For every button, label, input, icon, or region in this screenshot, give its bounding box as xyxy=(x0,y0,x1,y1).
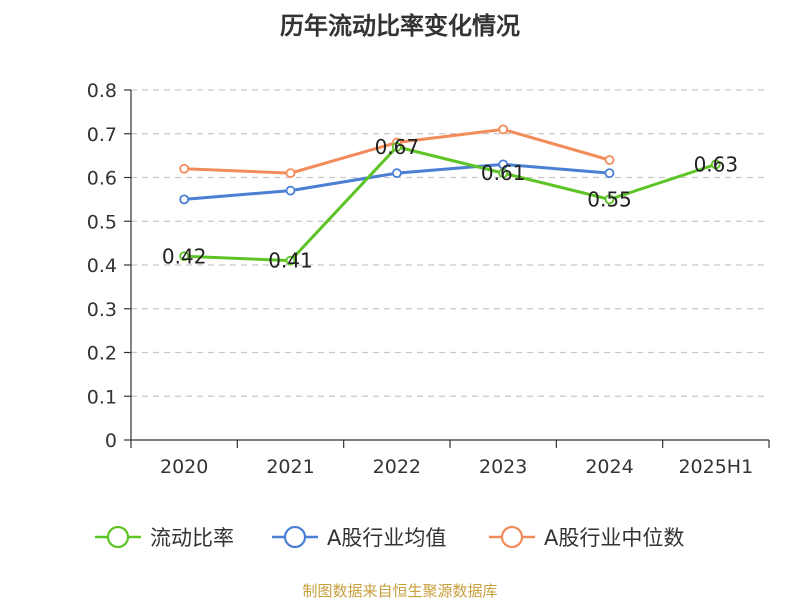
y-tick-label: 0.3 xyxy=(87,299,117,321)
x-tick-label: 2021 xyxy=(266,456,314,478)
legend: 流动比率 A股行业均值 A股行业中位数 xyxy=(95,525,684,550)
x-tick-label: 2020 xyxy=(160,456,208,478)
data-point xyxy=(179,194,190,205)
y-tick-label: 0.6 xyxy=(87,168,117,190)
y-tick-label: 0.8 xyxy=(87,80,117,102)
data-point xyxy=(285,168,296,179)
series-line xyxy=(184,145,717,263)
data-label: 0.63 xyxy=(694,152,739,176)
y-tick-label: 0.2 xyxy=(87,343,117,365)
y-tick-label: 0.1 xyxy=(87,386,117,408)
legend-marker xyxy=(500,525,524,549)
series-group xyxy=(179,124,721,266)
data-point xyxy=(604,155,615,165)
data-point xyxy=(179,163,190,174)
legend-label: 流动比率 xyxy=(150,526,234,550)
legend-marker xyxy=(106,525,130,549)
data-label: 0.61 xyxy=(481,161,526,185)
y-tick-label: 0.4 xyxy=(87,255,117,277)
y-tick-label: 0.5 xyxy=(87,211,117,233)
data-label: 0.42 xyxy=(162,244,207,268)
chart-title: 历年流动比率变化情况 xyxy=(280,12,520,40)
data-label: 0.67 xyxy=(375,135,420,159)
data-point xyxy=(710,159,721,170)
data-label: 0.55 xyxy=(587,187,632,211)
legend-label: A股行业均值 xyxy=(327,526,446,550)
data-point xyxy=(498,124,509,135)
data-labels: 0.42 0.41 0.67 0.61 0.55 0.63 xyxy=(162,135,738,273)
grid-lines xyxy=(131,89,769,397)
x-tick-label: 2025H1 xyxy=(678,456,753,478)
data-point xyxy=(285,185,296,196)
data-point xyxy=(391,168,402,179)
x-tick-label: 2024 xyxy=(585,456,633,478)
data-point xyxy=(285,255,296,266)
data-point xyxy=(604,168,615,179)
x-tick-label: 2022 xyxy=(373,456,421,478)
data-point xyxy=(604,194,615,205)
source-note: 制图数据来自恒生聚源数据库 xyxy=(302,582,497,600)
axes: 0 0.1 0.2 0.3 0.4 0.5 0.6 0.7 0.8 2020 2021 2022 202… xyxy=(87,80,770,478)
data-label: 0.41 xyxy=(268,249,313,273)
data-point xyxy=(179,251,190,262)
legend-label: A股行业中位数 xyxy=(544,526,684,550)
data-point xyxy=(391,141,402,152)
data-point xyxy=(498,168,509,179)
legend-marker xyxy=(283,525,307,549)
y-tick-label: 0.7 xyxy=(87,124,117,146)
x-tick-label: 2023 xyxy=(479,456,527,478)
y-tick-label: 0 xyxy=(105,430,117,452)
